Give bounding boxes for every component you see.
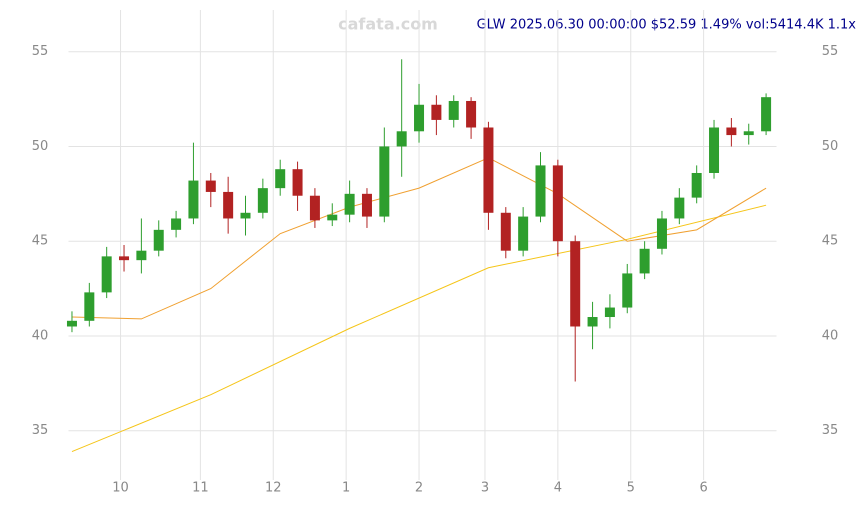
y-tick-label: 55 [32, 44, 49, 59]
candle-body [726, 127, 737, 136]
candle-body [379, 146, 390, 217]
y-tick-label-right: 35 [822, 423, 839, 438]
candle-body [361, 193, 372, 217]
x-tick-label: 4 [554, 481, 562, 496]
y-tick-label-right: 40 [822, 328, 839, 343]
candle-body [119, 256, 130, 261]
candle-body [431, 104, 442, 120]
candle-body [743, 131, 754, 136]
candle-body [153, 229, 164, 251]
candle-body [466, 100, 477, 128]
candle-body [205, 180, 216, 192]
candle-body [604, 307, 615, 318]
candle-body [66, 320, 77, 327]
x-tick-label: 6 [699, 481, 707, 496]
candle-body [518, 216, 529, 251]
candle-body [171, 218, 182, 230]
y-tick-label: 40 [32, 328, 49, 343]
candle-body [552, 165, 563, 242]
candle-body [709, 127, 720, 173]
candle-body [500, 212, 511, 251]
candle-body [535, 165, 546, 217]
candle-body [448, 100, 459, 120]
candle-body [483, 127, 494, 213]
candle-body [396, 131, 407, 147]
candle-body [691, 172, 702, 198]
x-tick-label: 10 [112, 481, 129, 496]
candle-body [275, 169, 286, 189]
x-tick-label: 12 [265, 481, 282, 496]
candle-body [587, 317, 598, 327]
chart-title: GLW 2025.06.30 00:00:00 $52.59 1.49% vol… [477, 18, 857, 33]
watermark: cafata.com [338, 15, 438, 34]
x-tick-label: 2 [415, 481, 423, 496]
y-tick-label-right: 55 [822, 44, 839, 59]
x-tick-label: 3 [481, 481, 489, 496]
candle-body [761, 97, 772, 132]
x-tick-label: 1 [342, 481, 350, 496]
candle-body [344, 193, 355, 215]
candle-body [327, 214, 338, 221]
y-tick-label: 35 [32, 423, 49, 438]
candle-body [292, 169, 303, 196]
y-tick-label-right: 45 [822, 234, 839, 249]
candle-body [639, 248, 650, 274]
y-tick-label-right: 50 [822, 139, 839, 154]
candle-body [309, 195, 320, 221]
candle-body [622, 273, 633, 308]
moving-average-line [71, 204, 767, 453]
x-tick-label: 11 [192, 481, 209, 496]
candle-body [257, 188, 268, 213]
x-tick-label: 5 [627, 481, 635, 496]
candle-body [414, 104, 425, 132]
candle-body [656, 218, 667, 249]
candle-body [101, 256, 112, 293]
candle-body [674, 197, 685, 219]
candle-body [240, 212, 251, 219]
candle-body [188, 180, 199, 219]
candle-body [136, 250, 147, 261]
candle-body [84, 292, 95, 321]
candle-body [223, 191, 234, 219]
y-tick-label: 45 [32, 234, 49, 249]
moving-average-line [71, 157, 767, 320]
candle-body [570, 241, 581, 327]
y-tick-label: 50 [32, 139, 49, 154]
